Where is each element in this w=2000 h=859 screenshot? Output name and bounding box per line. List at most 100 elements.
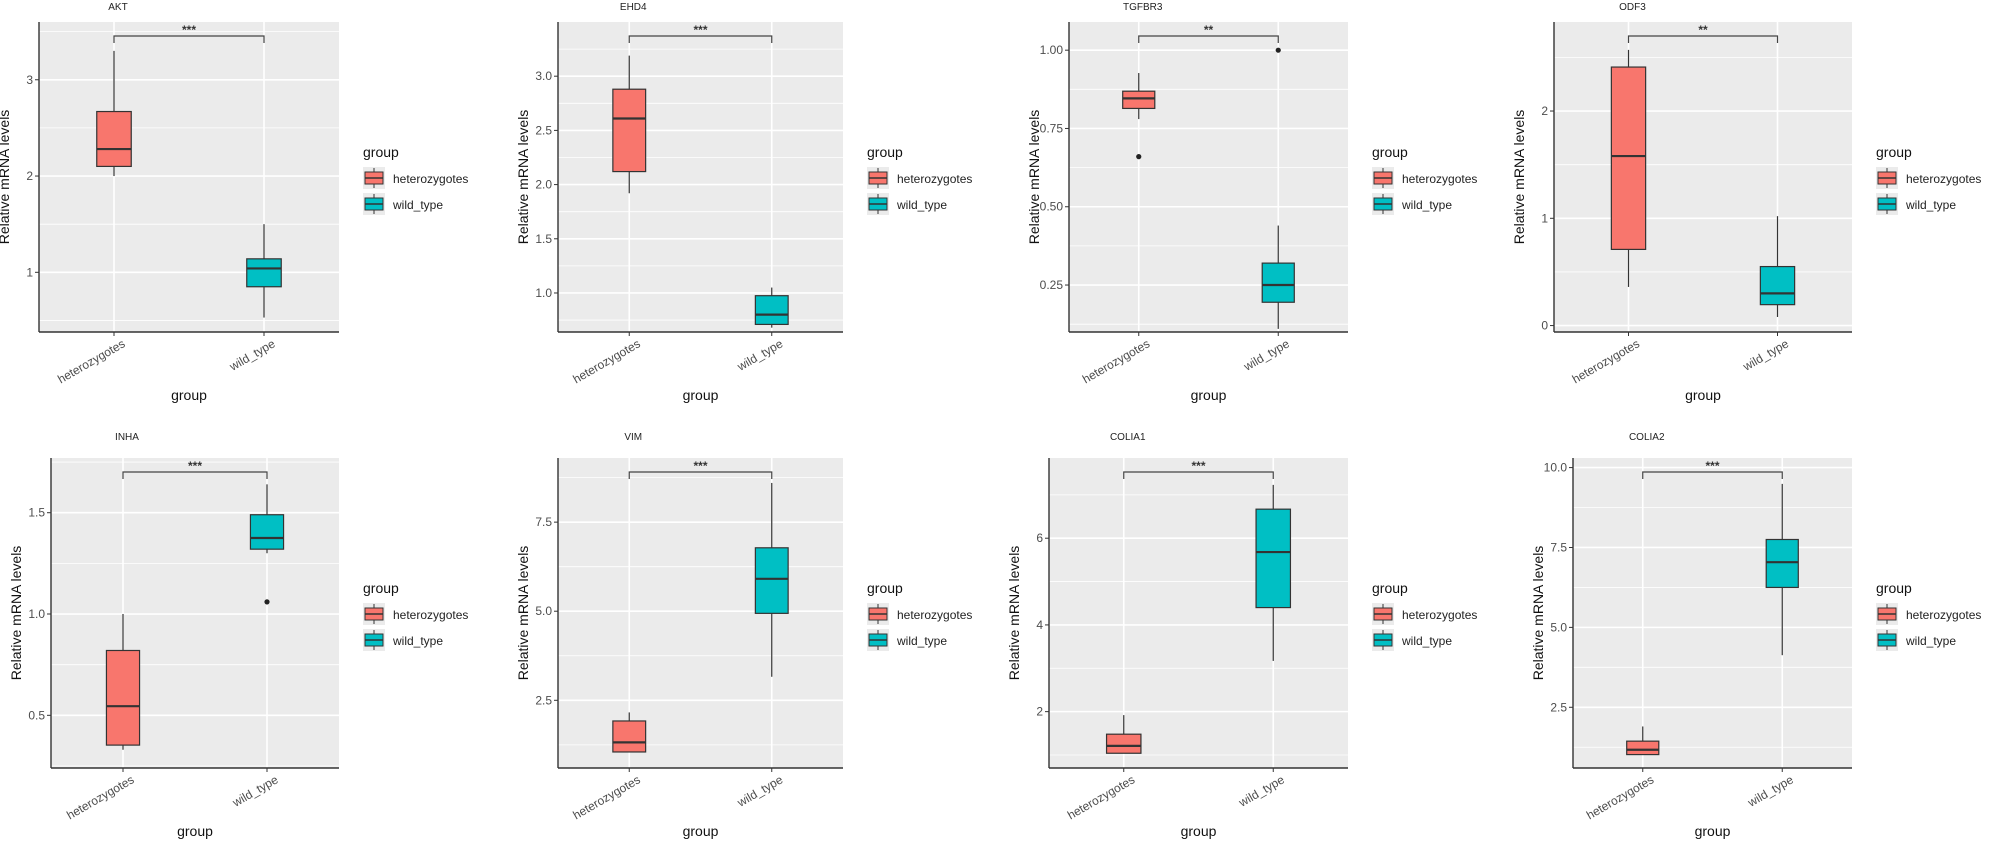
y-tick-label: 7.5 xyxy=(1550,540,1567,554)
box-iqr xyxy=(96,110,132,168)
significance-bracket: ** xyxy=(1627,23,1779,43)
legend-label-wild-type: wild_type xyxy=(1905,634,1956,648)
box-iqr xyxy=(1261,262,1295,303)
y-tick-label: 10.0 xyxy=(1544,461,1568,475)
y-axis-title: Relative mRNA levels xyxy=(515,546,531,681)
box-wild_type xyxy=(1255,484,1292,661)
y-tick-label: 2.5 xyxy=(535,693,552,707)
legend-label-heterozygotes: heterozygotes xyxy=(1402,608,1477,622)
significance-bracket: *** xyxy=(628,459,773,479)
x-axis-title: group xyxy=(1685,387,1721,403)
y-tick-label: 0.75 xyxy=(1040,121,1064,135)
y-tick-label: 1 xyxy=(26,265,33,279)
box-heterozygotes xyxy=(612,712,647,753)
significance-label: ** xyxy=(1698,23,1708,37)
plot-background xyxy=(1049,458,1348,768)
significance-label: *** xyxy=(693,23,707,37)
legend-label-wild-type: wild_type xyxy=(1401,634,1452,648)
box-heterozygotes xyxy=(1122,73,1156,160)
plot-background xyxy=(51,458,339,768)
legend-title: group xyxy=(867,144,903,160)
significance-label: ** xyxy=(1204,23,1214,37)
x-tick-label: heterozygotes xyxy=(1570,336,1642,386)
y-axis-title: Relative mRNA levels xyxy=(1026,110,1042,245)
x-axis-title: group xyxy=(683,387,719,403)
legend-label-heterozygotes: heterozygotes xyxy=(1402,172,1477,186)
bracket-line xyxy=(122,471,268,479)
legend-title: group xyxy=(867,580,903,596)
legend-title: group xyxy=(1372,144,1408,160)
x-axis-title: group xyxy=(683,823,719,839)
legend-label-wild-type: wild_type xyxy=(392,634,443,648)
y-tick-label: 0 xyxy=(1541,319,1548,333)
box-heterozygotes xyxy=(1105,715,1142,754)
y-axis-title: Relative mRNA levels xyxy=(515,110,531,245)
y-tick-label: 3 xyxy=(26,73,33,87)
legend-title: group xyxy=(363,144,399,160)
legend: group heterozygotes wild_type xyxy=(363,580,468,651)
plot-background xyxy=(1573,458,1852,768)
x-tick-label: wild_type xyxy=(1745,772,1796,810)
legend-label-heterozygotes: heterozygotes xyxy=(1906,608,1981,622)
y-tick-label: 7.5 xyxy=(535,515,552,529)
y-tick-label: 5.0 xyxy=(535,604,552,618)
x-axis-title: group xyxy=(1695,823,1731,839)
legend-label-wild-type: wild_type xyxy=(1905,198,1956,212)
significance-bracket: *** xyxy=(1123,459,1274,479)
box-iqr xyxy=(1122,90,1156,110)
legend-title: group xyxy=(1876,144,1912,160)
bracket-line xyxy=(1138,35,1279,43)
significance-label: *** xyxy=(188,459,202,473)
y-tick-label: 1.5 xyxy=(28,506,45,520)
x-tick-label: heterozygotes xyxy=(1065,772,1137,822)
legend-title: group xyxy=(1876,580,1912,596)
y-tick-label: 1.0 xyxy=(535,286,552,300)
x-tick-label: heterozygotes xyxy=(570,772,642,822)
bracket-line xyxy=(1627,35,1779,43)
box-iqr xyxy=(1765,538,1799,589)
bracket-line xyxy=(628,35,773,43)
x-tick-label: heterozygotes xyxy=(570,336,642,386)
box-iqr xyxy=(1610,66,1647,251)
outlier-point xyxy=(264,599,270,605)
outlier-point xyxy=(1275,47,1281,53)
box-heterozygotes xyxy=(105,614,141,750)
y-tick-label: 0.50 xyxy=(1040,200,1064,214)
legend: group heterozygotes wild_type xyxy=(363,144,468,215)
legend-label-heterozygotes: heterozygotes xyxy=(393,172,468,186)
legend-label-heterozygotes: heterozygotes xyxy=(1906,172,1981,186)
y-tick-label: 1.00 xyxy=(1040,43,1064,57)
box-iqr xyxy=(246,258,282,288)
y-tick-label: 2 xyxy=(1541,104,1548,118)
panel-title: TGFBR3 xyxy=(1123,2,1163,13)
box-iqr xyxy=(754,295,789,326)
significance-label: *** xyxy=(693,459,707,473)
bracket-line xyxy=(628,471,773,479)
x-tick-label: wild_type xyxy=(229,772,280,810)
box-iqr xyxy=(1626,740,1660,756)
plot-background xyxy=(558,458,843,768)
box-iqr xyxy=(1105,733,1142,754)
box-iqr xyxy=(1759,265,1796,306)
legend: group heterozygotes wild_type xyxy=(1372,580,1477,651)
y-tick-label: 2 xyxy=(26,169,33,183)
box-wild_type xyxy=(754,482,789,677)
legend-label-wild-type: wild_type xyxy=(896,198,947,212)
outlier-point xyxy=(1136,154,1142,160)
box-iqr xyxy=(249,514,285,550)
x-tick-label: wild_type xyxy=(734,772,785,810)
plot-background xyxy=(1554,22,1852,332)
legend: group heterozygotes wild_type xyxy=(867,580,972,651)
y-axis-title: Relative mRNA levels xyxy=(0,110,12,245)
legend-label-heterozygotes: heterozygotes xyxy=(897,608,972,622)
x-tick-label: wild_type xyxy=(1740,336,1791,374)
box-wild_type xyxy=(754,287,789,328)
legend-label-wild-type: wild_type xyxy=(896,634,947,648)
y-tick-label: 2.0 xyxy=(535,178,552,192)
